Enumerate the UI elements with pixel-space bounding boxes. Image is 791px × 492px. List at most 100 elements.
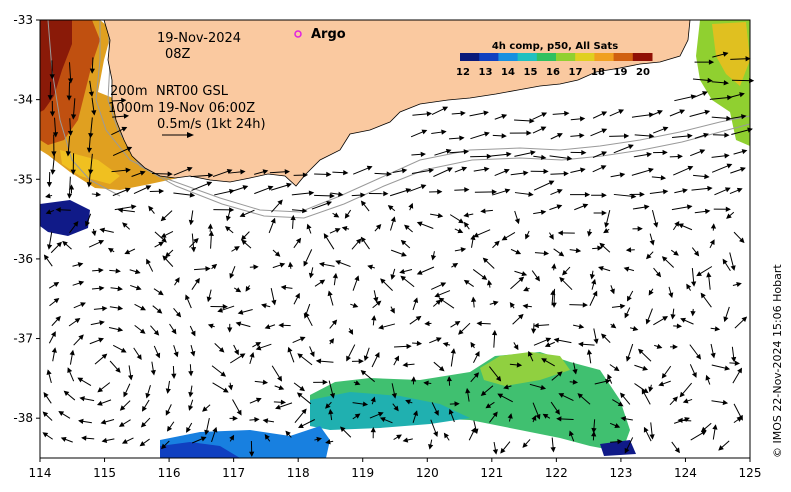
current-arrowhead bbox=[579, 116, 586, 122]
current-arrowhead bbox=[224, 226, 231, 232]
current-arrowhead bbox=[341, 226, 348, 232]
current-arrowhead bbox=[77, 262, 84, 268]
current-arrowhead bbox=[447, 167, 453, 173]
current-arrowhead bbox=[206, 296, 212, 303]
current-arrowhead bbox=[464, 187, 470, 193]
current-arrowhead bbox=[206, 181, 213, 187]
current-arrowhead bbox=[459, 135, 465, 141]
current-arrowhead bbox=[235, 321, 242, 327]
current-arrowhead bbox=[117, 207, 124, 213]
current-arrowhead bbox=[504, 188, 511, 194]
current-arrowhead bbox=[332, 272, 338, 279]
current-arrowhead bbox=[601, 151, 608, 157]
currents-source-label: NRT00 GSL bbox=[156, 84, 229, 99]
current-arrowhead bbox=[724, 187, 731, 193]
current-arrowhead bbox=[601, 210, 607, 216]
current-arrowhead bbox=[601, 111, 608, 117]
current-arrowhead bbox=[550, 289, 556, 296]
current-arrowhead bbox=[442, 106, 449, 112]
current-arrowhead bbox=[470, 341, 476, 348]
current-arrowhead bbox=[578, 323, 585, 330]
current-arrowhead bbox=[79, 396, 85, 402]
current-arrowhead bbox=[661, 372, 667, 379]
longitude-tick-label: 115 bbox=[93, 466, 116, 480]
current-arrowhead bbox=[45, 209, 52, 215]
current-arrowhead bbox=[726, 213, 732, 219]
current-arrowhead bbox=[582, 302, 588, 308]
current-arrowhead bbox=[322, 379, 328, 385]
current-arrowhead bbox=[139, 441, 146, 447]
current-arrowhead bbox=[334, 228, 341, 233]
current-arrowhead bbox=[278, 322, 284, 328]
contour-200m-label: 200m bbox=[110, 84, 147, 99]
current-arrowhead bbox=[240, 169, 246, 175]
current-arrowhead bbox=[702, 91, 708, 97]
current-arrowhead bbox=[262, 418, 269, 424]
current-arrowhead bbox=[52, 132, 59, 138]
current-arrowhead bbox=[501, 235, 508, 241]
current-arrowhead bbox=[437, 189, 443, 195]
currents-time-label: 19-Nov 06:00Z bbox=[158, 101, 255, 116]
sst-patch-west-core bbox=[40, 20, 72, 112]
current-arrowhead bbox=[280, 399, 287, 405]
current-arrowhead bbox=[123, 391, 129, 398]
current-arrowhead bbox=[139, 328, 146, 334]
current-arrowhead bbox=[225, 215, 231, 222]
current-arrowhead bbox=[556, 189, 563, 194]
current-arrowhead bbox=[165, 388, 171, 394]
current-arrowhead bbox=[348, 329, 354, 335]
current-arrowhead bbox=[637, 226, 643, 232]
current-arrowhead bbox=[155, 352, 161, 359]
colorbar-tick-label: 12 bbox=[456, 67, 470, 78]
current-arrowhead bbox=[390, 307, 395, 314]
current-arrowhead bbox=[290, 214, 296, 221]
current-arrowhead bbox=[500, 447, 506, 454]
current-arrowhead bbox=[66, 193, 73, 199]
map-frame bbox=[39, 19, 751, 459]
longitude-tick-label: 124 bbox=[674, 466, 697, 480]
current-arrowhead bbox=[492, 411, 498, 418]
latitude-tick-label: -34 bbox=[13, 93, 33, 107]
current-arrowhead bbox=[46, 181, 53, 188]
current-arrowhead bbox=[295, 292, 300, 299]
current-arrowhead bbox=[724, 153, 730, 159]
current-arrowhead bbox=[619, 392, 626, 399]
current-arrowhead bbox=[175, 311, 182, 318]
current-arrowhead bbox=[601, 333, 607, 340]
current-arrowhead bbox=[166, 425, 173, 432]
current-arrowhead bbox=[299, 385, 305, 392]
current-arrowhead bbox=[81, 435, 87, 441]
current-arrowhead bbox=[438, 297, 445, 303]
current-arrowhead bbox=[56, 241, 62, 248]
current-arrowhead bbox=[617, 439, 623, 445]
current-arrowhead bbox=[541, 358, 547, 364]
colorbar-segment bbox=[594, 53, 615, 61]
longitude-axis: 114 115 116 117 118 119 120 121 122 123 124 125 bbox=[29, 458, 761, 480]
current-arrowhead bbox=[326, 201, 332, 206]
current-arrowhead bbox=[525, 233, 530, 240]
current-arrowhead bbox=[296, 392, 303, 398]
current-arrowhead bbox=[586, 349, 593, 355]
current-arrowhead bbox=[232, 415, 238, 421]
latitude-axis: -33 -34 -35 -36 -37 -38 bbox=[13, 13, 40, 425]
current-arrowhead bbox=[298, 423, 304, 428]
current-arrowhead bbox=[308, 190, 315, 196]
current-arrowhead bbox=[270, 217, 276, 224]
current-arrowhead bbox=[677, 417, 683, 424]
current-arrowhead bbox=[442, 341, 449, 348]
current-arrowhead bbox=[115, 367, 121, 373]
current-arrowhead bbox=[354, 380, 361, 386]
longitude-tick-label: 123 bbox=[609, 466, 632, 480]
current-arrowhead bbox=[78, 334, 84, 340]
current-arrowhead bbox=[212, 426, 218, 433]
current-arrowhead bbox=[229, 434, 235, 441]
current-arrowhead bbox=[53, 282, 60, 287]
current-arrowhead bbox=[501, 114, 508, 119]
current-arrowhead bbox=[405, 188, 412, 194]
current-arrowhead bbox=[287, 261, 294, 268]
current-arrowhead bbox=[690, 94, 697, 100]
current-arrowhead bbox=[107, 247, 114, 253]
current-arrowhead bbox=[620, 416, 627, 422]
current-arrowhead bbox=[624, 312, 630, 319]
